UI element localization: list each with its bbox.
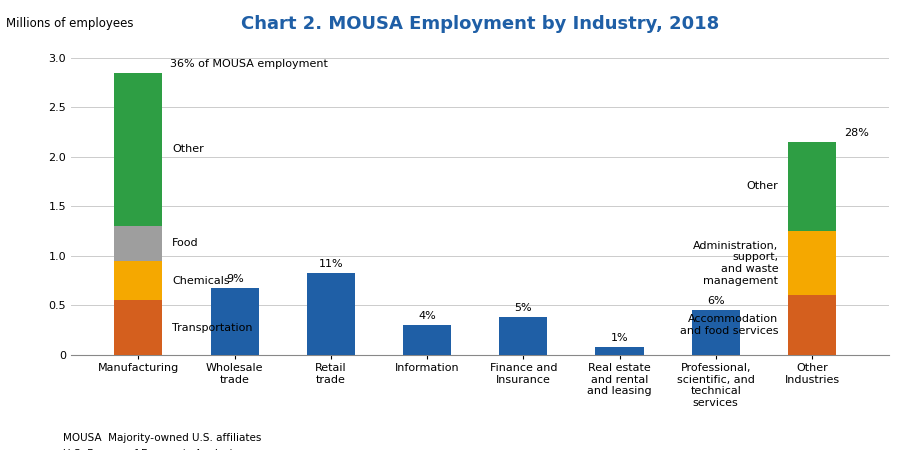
Bar — [114, 261, 163, 301]
Text: 5%: 5% — [514, 303, 532, 313]
Text: Other: Other — [746, 181, 777, 192]
Text: Administration,
support,
and waste
management: Administration, support, and waste manag… — [693, 241, 777, 286]
Title: Chart 2. MOUSA Employment by Industry, 2018: Chart 2. MOUSA Employment by Industry, 2… — [240, 15, 719, 33]
Text: 6%: 6% — [706, 297, 724, 306]
Text: Accommodation
and food services: Accommodation and food services — [679, 315, 777, 336]
Bar — [787, 231, 835, 296]
Bar — [114, 72, 163, 226]
Text: Food: Food — [172, 238, 199, 248]
Text: 28%: 28% — [842, 128, 868, 138]
Text: Transportation: Transportation — [172, 323, 252, 333]
Text: Other: Other — [172, 144, 203, 154]
Bar — [114, 301, 163, 355]
Text: 9%: 9% — [226, 274, 243, 284]
Bar — [498, 317, 547, 355]
Bar — [787, 142, 835, 231]
Bar — [691, 310, 739, 355]
Bar — [787, 296, 835, 355]
Text: MOUSA  Majority-owned U.S. affiliates: MOUSA Majority-owned U.S. affiliates — [63, 433, 261, 443]
Text: 36% of MOUSA employment: 36% of MOUSA employment — [170, 58, 328, 69]
Text: 1%: 1% — [610, 333, 628, 343]
Text: Millions of employees: Millions of employees — [5, 18, 133, 31]
Bar — [403, 325, 451, 355]
Text: Chemicals: Chemicals — [172, 275, 229, 286]
Bar — [114, 226, 163, 261]
Text: 11%: 11% — [318, 259, 343, 269]
Text: 4%: 4% — [418, 311, 435, 321]
Bar — [210, 288, 258, 355]
Text: U.S. Bureau of Economic Analysis: U.S. Bureau of Economic Analysis — [63, 449, 238, 450]
Bar — [595, 347, 643, 355]
Bar — [306, 273, 355, 355]
